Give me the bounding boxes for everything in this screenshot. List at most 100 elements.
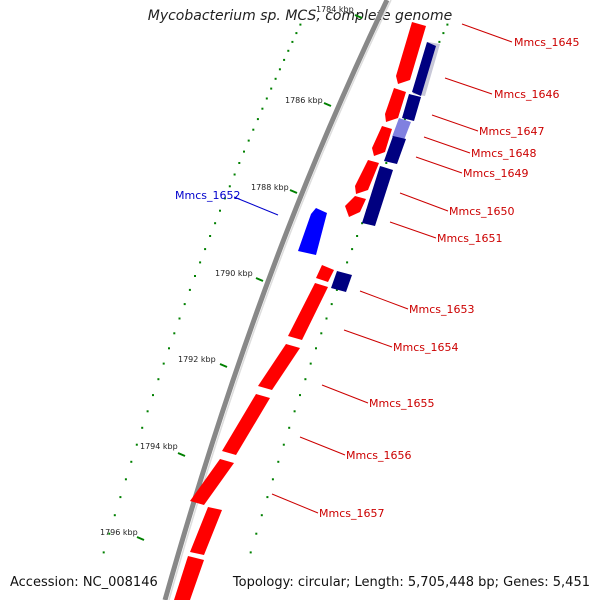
label-mmcs-1647[interactable]: Mmcs_1647 (479, 125, 544, 138)
gene-mmcs-1649[interactable] (384, 136, 406, 164)
leader-mmcs-1646 (444, 77, 493, 95)
gene-mmcs-1647[interactable] (402, 94, 421, 121)
gene-mmcs-1653[interactable] (331, 271, 352, 292)
label-mmcs-1646[interactable]: Mmcs_1646 (494, 88, 559, 101)
ring-dot (113, 514, 116, 517)
accession-text: Accession: NC_008146 (10, 575, 158, 590)
ring-dot (162, 362, 165, 365)
ring-dot (403, 118, 406, 121)
ring-dot (256, 118, 259, 121)
genome-summary-text: Topology: circular; Length: 5,705,448 bp… (232, 575, 590, 590)
ring-dot (157, 378, 160, 381)
ring-dot (446, 23, 449, 26)
gene-forward-11[interactable] (190, 507, 222, 555)
gene-forward-10[interactable] (190, 459, 234, 505)
scale-labels: 1784 kbp 1786 kbp 1788 kbp 1790 kbp 1792… (100, 5, 354, 537)
reverse-strand-genes[interactable] (331, 42, 440, 292)
ring-dot (130, 460, 133, 463)
gene-forward-5[interactable] (345, 196, 366, 217)
ring-dot (309, 362, 312, 365)
ring-dot (299, 23, 302, 26)
ring-dot (356, 235, 359, 237)
scale-label-1788: 1788 kbp (251, 183, 289, 192)
label-mmcs-1656[interactable]: Mmcs_1656 (346, 449, 411, 462)
genome-backbone (162, 0, 390, 600)
ring-dot (330, 303, 333, 306)
scale-label-1796: 1796 kbp (100, 528, 138, 537)
gene-forward-1[interactable] (396, 22, 426, 84)
ring-dot (199, 261, 202, 264)
leader-mmcs-1651 (389, 221, 437, 239)
ring-dot (325, 317, 328, 320)
ring-dot (283, 58, 286, 61)
label-mmcs-1650[interactable]: Mmcs_1650 (449, 205, 514, 218)
label-mmcs-1651[interactable]: Mmcs_1651 (437, 232, 502, 245)
ring-dot (346, 261, 349, 264)
ring-dot (315, 347, 317, 350)
ring-dot (223, 197, 226, 200)
ring-dot (204, 248, 207, 251)
ring-dot (228, 185, 231, 188)
ring-dot (385, 162, 388, 164)
ring-dot (252, 128, 255, 131)
gene-mmcs-1650[interactable] (362, 166, 393, 226)
leader-mmcs-1645 (461, 23, 513, 43)
gene-forward-3[interactable] (372, 126, 392, 156)
ring-dot (260, 514, 263, 517)
ring-dot (183, 303, 186, 306)
gene-forward-4[interactable] (355, 160, 379, 194)
scale-tick-1794 (177, 452, 186, 457)
gene-mmcs-1648[interactable] (392, 118, 411, 140)
label-mmcs-1652[interactable]: Mmcs_1652 (175, 189, 240, 202)
ring-dot (135, 443, 138, 446)
ring-dot (351, 248, 354, 251)
ring-dot (152, 394, 154, 397)
forward-strand-genes[interactable] (174, 22, 426, 600)
label-mmcs-1645[interactable]: Mmcs_1645 (514, 36, 579, 49)
scale-tick-1796 (136, 536, 145, 541)
ring-dot (299, 394, 301, 397)
gene-mmcs-1646[interactable] (412, 42, 436, 96)
ring-dot (293, 410, 296, 413)
label-mmcs-1648[interactable]: Mmcs_1648 (471, 147, 536, 160)
ring-dot (168, 347, 170, 350)
ring-dot (255, 532, 258, 535)
ring-dot (209, 235, 212, 237)
scale-label-1790: 1790 kbp (215, 269, 253, 278)
ring-dot (119, 496, 122, 499)
ring-dot (188, 288, 191, 291)
scale-label-1786: 1786 kbp (285, 96, 323, 105)
gene-forward-2[interactable] (385, 88, 406, 122)
label-mmcs-1653[interactable]: Mmcs_1653 (409, 303, 474, 316)
label-mmcs-1655[interactable]: Mmcs_1655 (369, 397, 434, 410)
ring-dot (238, 162, 241, 164)
scale-label-1794: 1794 kbp (140, 442, 178, 451)
scale-tick-1792 (219, 363, 228, 368)
gene-forward-6[interactable] (316, 265, 334, 282)
ring-dot (194, 275, 196, 277)
label-mmcs-1649[interactable]: Mmcs_1649 (463, 167, 528, 180)
label-mmcs-1657[interactable]: Mmcs_1657 (319, 507, 384, 520)
label-mmcs-1654[interactable]: Mmcs_1654 (393, 341, 458, 354)
genome-backbone-highlight (168, 0, 392, 600)
ring-dot (146, 410, 149, 413)
leader-mmcs-1648 (423, 136, 471, 154)
ring-dot (219, 209, 221, 212)
ring-dot (320, 332, 323, 335)
scale-tick-1786 (323, 102, 332, 107)
ring-dot (335, 288, 338, 291)
ring-dot (278, 68, 281, 71)
gene-mmcs-1652[interactable] (298, 208, 327, 255)
scale-tick-1788 (289, 189, 298, 194)
gene-forward-8[interactable] (258, 344, 300, 390)
gene-forward-12[interactable] (174, 556, 204, 600)
gene-forward-7[interactable] (288, 283, 328, 340)
ring-dot (295, 32, 298, 35)
scale-ticks (136, 14, 363, 541)
ring-dot (266, 496, 269, 499)
gene-forward-9[interactable] (222, 394, 270, 455)
ring-dot (271, 478, 274, 481)
ring-dot (214, 222, 217, 225)
ring-dot (282, 443, 285, 446)
